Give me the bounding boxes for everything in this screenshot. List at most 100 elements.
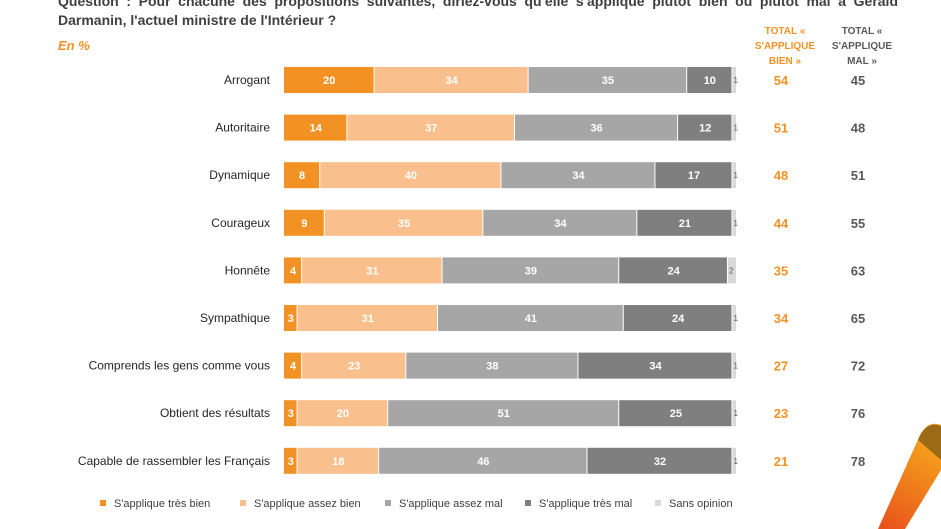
- category-label: Comprends les gens comme vous: [89, 359, 270, 373]
- data-label: 1: [733, 409, 738, 418]
- data-label: 4: [290, 265, 297, 277]
- bar-segment: [406, 352, 578, 379]
- bar-segment: [732, 400, 736, 427]
- total-mal-value: 55: [851, 216, 865, 231]
- data-label: 1: [733, 457, 738, 466]
- data-label: 4: [290, 361, 297, 373]
- bar-segment: [732, 305, 736, 331]
- data-label: 18: [332, 456, 344, 468]
- bar-segment: [438, 305, 623, 331]
- data-label: 32: [654, 456, 666, 468]
- data-label: 41: [525, 313, 537, 325]
- category-label: Sympathique: [200, 311, 270, 325]
- total-bien-value: 48: [774, 168, 788, 183]
- data-label: 2: [729, 266, 734, 275]
- data-label: 12: [699, 123, 711, 135]
- legend-swatch: [100, 500, 106, 506]
- bar-segment: [297, 305, 438, 331]
- bar-segment: [284, 114, 347, 141]
- data-label: 38: [486, 361, 498, 373]
- data-label: 24: [672, 313, 685, 325]
- total-bien-value: 35: [774, 263, 788, 278]
- category-label: Courageux: [211, 216, 270, 230]
- data-label: 1: [733, 362, 738, 371]
- total-mal-value: 51: [851, 168, 865, 183]
- bar-segment: [284, 257, 302, 284]
- legend-label: S'applique assez mal: [399, 498, 503, 510]
- bar-segment: [727, 257, 736, 284]
- bar-segment: [284, 162, 320, 189]
- category-label: Autoritaire: [215, 121, 270, 135]
- legend-label: S'applique assez bien: [254, 498, 361, 510]
- data-label: 1: [733, 314, 738, 323]
- bar-segment: [302, 257, 442, 284]
- bar-segment: [297, 400, 388, 427]
- question-text: Question : Pour chacune des propositions…: [58, 0, 898, 28]
- bar-segment: [637, 209, 732, 236]
- legend-label: S'applique très bien: [114, 498, 210, 510]
- bar-segment: [483, 209, 637, 236]
- bar-segment: [732, 209, 736, 236]
- bar-segment: [587, 447, 732, 474]
- data-label: 3: [288, 456, 294, 468]
- category-label: Capable de rassembler les Français: [78, 454, 270, 468]
- category-label: Obtient des résultats: [160, 406, 270, 420]
- total-bien-value: 34: [774, 311, 789, 326]
- bar-segment: [623, 305, 732, 331]
- data-label: 17: [688, 170, 700, 182]
- bar-segment: [374, 67, 528, 93]
- bar-segment: [619, 400, 732, 427]
- data-label: 14: [310, 123, 323, 135]
- data-label: 10: [704, 75, 716, 87]
- bar-segment: [284, 209, 324, 236]
- bar-segment: [732, 162, 736, 189]
- bar-segment: [501, 162, 655, 189]
- data-label: 8: [299, 170, 305, 182]
- data-label: 1: [733, 219, 738, 228]
- total-mal-value: 72: [851, 359, 865, 374]
- total-mal-value: 45: [851, 73, 865, 88]
- bar-segment: [297, 447, 379, 474]
- bar-segment: [732, 67, 736, 93]
- data-label: 23: [348, 361, 360, 373]
- legend-swatch: [525, 500, 531, 506]
- bar-segment: [347, 114, 515, 141]
- category-label: Arrogant: [224, 73, 271, 87]
- bar-segment: [442, 257, 619, 284]
- bar-segment: [732, 114, 736, 141]
- bar-segment: [324, 209, 483, 236]
- bar-segment: [284, 352, 302, 379]
- legend-label: S'applique très mal: [539, 498, 632, 510]
- data-label: 3: [288, 408, 294, 420]
- total-bien-value: 54: [774, 73, 789, 88]
- data-label: 46: [477, 456, 489, 468]
- bar-segment: [687, 67, 732, 93]
- data-label: 35: [398, 218, 410, 230]
- bar-segment: [284, 447, 297, 474]
- data-label: 21: [679, 218, 691, 230]
- data-label: 34: [445, 75, 458, 87]
- data-label: 31: [366, 265, 378, 277]
- bar-segment: [655, 162, 732, 189]
- data-label: 24: [667, 265, 680, 277]
- legend-label: Sans opinion: [669, 498, 733, 510]
- total-mal-value: 78: [851, 454, 865, 469]
- total-mal-value: 63: [851, 263, 865, 278]
- bar-segment: [320, 162, 501, 189]
- bar-segment: [284, 305, 297, 331]
- data-label: 9: [301, 218, 307, 230]
- legend-swatch: [655, 500, 661, 506]
- bar-segment: [528, 67, 687, 93]
- data-label: 34: [554, 218, 567, 230]
- total-bien-value: 44: [774, 216, 789, 231]
- bar-segment: [379, 447, 587, 474]
- legend-swatch: [385, 500, 391, 506]
- total-bien-value: 21: [774, 454, 788, 469]
- data-label: 20: [323, 75, 335, 87]
- bar-segment: [515, 114, 678, 141]
- total-mal-value: 65: [851, 311, 865, 326]
- data-label: 36: [590, 123, 602, 135]
- bar-segment: [732, 447, 736, 474]
- data-label: 39: [525, 265, 537, 277]
